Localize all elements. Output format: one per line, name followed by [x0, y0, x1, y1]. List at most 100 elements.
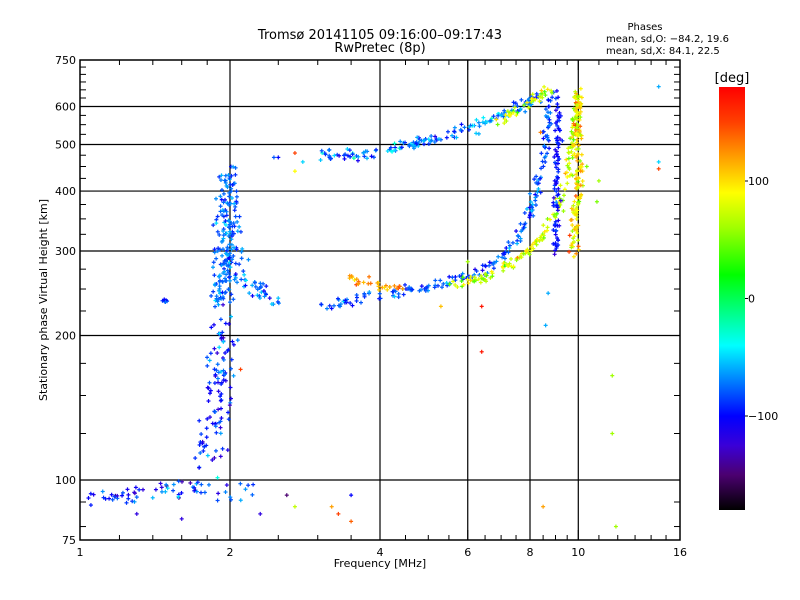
data-point	[227, 251, 232, 256]
data-point	[300, 159, 305, 164]
data-point	[216, 302, 221, 307]
data-point	[576, 175, 581, 180]
data-point	[436, 283, 441, 288]
data-point	[543, 134, 548, 139]
data-point	[222, 276, 227, 281]
data-point	[351, 156, 356, 161]
data-point	[510, 240, 515, 245]
data-point	[543, 160, 548, 165]
data-point	[217, 273, 222, 278]
data-point	[234, 194, 239, 199]
data-point	[213, 372, 218, 377]
data-point	[567, 249, 572, 254]
data-point	[542, 89, 547, 94]
data-point	[553, 215, 558, 220]
data-point	[213, 304, 218, 309]
y-axis-label: Stationary phase Virtual Height [km]	[37, 199, 50, 401]
data-point	[574, 155, 579, 160]
data-point	[292, 151, 297, 156]
data-point	[570, 125, 575, 130]
data-point	[192, 485, 197, 490]
data-point	[212, 273, 217, 278]
data-point	[453, 282, 458, 287]
data-point	[503, 113, 508, 118]
data-point	[556, 167, 561, 172]
data-point	[385, 287, 390, 292]
data-point	[570, 229, 575, 234]
data-point	[235, 229, 240, 234]
data-point	[369, 154, 374, 159]
data-point	[515, 241, 520, 246]
data-point	[556, 95, 561, 100]
data-point	[217, 174, 222, 179]
data-point	[337, 153, 342, 158]
data-point	[553, 232, 558, 237]
data-point	[211, 322, 216, 327]
data-point	[214, 221, 219, 226]
data-point	[199, 482, 204, 487]
data-point	[392, 283, 397, 288]
data-point	[574, 251, 579, 256]
grid-lines	[80, 60, 680, 540]
data-point	[396, 295, 401, 300]
data-point	[218, 454, 223, 459]
data-point	[452, 130, 457, 135]
data-point	[468, 274, 473, 279]
data-point	[224, 278, 229, 283]
data-point	[574, 140, 579, 145]
data-point	[545, 216, 550, 221]
data-point	[458, 127, 463, 132]
data-point	[233, 204, 238, 209]
data-point	[219, 188, 224, 193]
data-point	[572, 234, 577, 239]
data-point	[552, 178, 557, 183]
data-point	[538, 176, 543, 181]
data-point	[348, 154, 353, 159]
data-point	[539, 151, 544, 156]
data-point	[276, 296, 281, 301]
data-point	[112, 494, 117, 499]
data-point	[579, 152, 584, 157]
data-point	[414, 142, 419, 147]
data-point	[571, 203, 576, 208]
data-point	[439, 285, 444, 290]
data-point	[417, 288, 422, 293]
data-point	[533, 97, 538, 102]
data-point	[229, 196, 234, 201]
data-point	[573, 100, 578, 105]
data-point	[233, 272, 238, 277]
data-point	[246, 483, 251, 488]
y-tick-label: 600	[55, 101, 76, 114]
data-point	[445, 129, 450, 134]
data-point	[238, 498, 243, 503]
data-point	[504, 119, 509, 124]
data-point	[213, 409, 218, 414]
data-point	[557, 223, 562, 228]
data-point	[454, 135, 459, 140]
data-point	[261, 288, 266, 293]
data-point	[571, 143, 576, 148]
data-point	[226, 270, 231, 275]
data-point	[238, 481, 243, 486]
data-point	[390, 289, 395, 294]
data-point	[218, 317, 223, 322]
data-point	[206, 386, 211, 391]
data-point	[513, 101, 518, 106]
data-point	[88, 503, 93, 508]
data-point	[218, 194, 223, 199]
data-point	[610, 431, 615, 436]
data-point	[514, 258, 519, 263]
data-point	[578, 124, 583, 129]
data-point	[229, 189, 234, 194]
data-point	[578, 109, 583, 114]
data-point	[547, 146, 552, 151]
data-point	[232, 201, 237, 206]
data-point	[218, 394, 223, 399]
data-point	[231, 231, 236, 236]
data-point	[499, 113, 504, 118]
data-point	[364, 156, 369, 161]
data-point	[225, 246, 230, 251]
data-point	[241, 269, 246, 274]
data-point	[574, 113, 579, 118]
data-point	[481, 115, 486, 120]
